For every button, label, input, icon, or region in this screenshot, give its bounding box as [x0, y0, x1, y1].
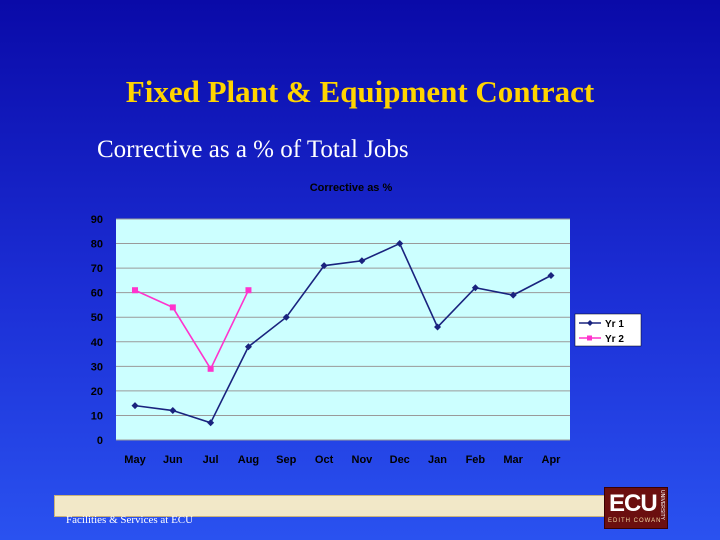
x-tick-label: Mar [503, 454, 523, 466]
x-axis-ticks: May Jun Jul Aug Sep Oct Nov Dec Jan Feb Mar Apr [124, 454, 561, 466]
x-tick-label: Oct [315, 454, 334, 466]
y-tick-label: 90 [91, 214, 103, 226]
legend-box [574, 313, 642, 347]
legend-marker [587, 320, 593, 326]
y-axis-ticks: 0 10 20 30 40 50 60 70 80 90 [91, 214, 103, 447]
slide-title: Fixed Plant & Equipment Contract [125, 74, 595, 109]
data-point [169, 304, 176, 311]
data-point [132, 287, 138, 294]
x-tick-label: May [124, 454, 146, 466]
ecu-logo: ECU EDITH COWAN UNIVERSITY [604, 487, 668, 529]
x-tick-label: Jan [428, 454, 447, 466]
y-tick-label: 30 [91, 361, 103, 373]
y-tick-label: 70 [91, 263, 103, 275]
plot-area [116, 219, 570, 440]
gridlines [116, 218, 570, 441]
data-point [244, 343, 252, 351]
slide-subtitle: Corrective as a % of Total Jobs [97, 136, 409, 163]
data-point [509, 291, 517, 299]
y-tick-label: 0 [97, 435, 103, 447]
x-tick-label: Feb [466, 454, 486, 466]
data-point [434, 323, 442, 331]
x-tick-label: Sep [276, 454, 296, 466]
data-point [207, 365, 214, 372]
y-tick-label: 80 [91, 239, 103, 251]
data-point [358, 257, 366, 265]
x-tick-label: Apr [542, 454, 562, 466]
series-line-1 [134, 242, 552, 424]
footer-text: Facilities & Services at ECU [66, 514, 194, 526]
logo-side-text: UNIVERSITY [659, 490, 665, 521]
legend-label: Yr 1 [605, 319, 624, 330]
data-point [245, 287, 252, 294]
chart-title: Corrective as % [310, 182, 393, 194]
data-point [320, 262, 328, 270]
x-tick-label: Aug [238, 454, 259, 466]
data-point [207, 419, 215, 427]
data-point [396, 240, 404, 248]
x-tick-label: Jul [203, 454, 219, 466]
logo-sub-text: EDITH COWAN [608, 518, 662, 524]
legend: Yr 1 Yr 2 [574, 313, 642, 347]
logo-main-text: ECU [609, 490, 658, 517]
data-point [282, 313, 290, 321]
data-point [169, 407, 177, 415]
x-tick-label: Nov [352, 454, 374, 466]
data-point [471, 284, 479, 292]
legend-marker [587, 335, 592, 341]
data-point [547, 271, 555, 279]
x-tick-label: Jun [163, 454, 183, 466]
data-point [131, 402, 139, 410]
y-tick-label: 40 [91, 337, 103, 349]
y-tick-label: 50 [91, 312, 103, 324]
x-tick-label: Dec [390, 454, 410, 466]
series-group [131, 240, 555, 427]
y-tick-label: 60 [91, 288, 103, 300]
y-tick-label: 10 [91, 410, 103, 422]
series-line-2 [134, 289, 250, 371]
legend-label: Yr 2 [605, 334, 624, 345]
y-tick-label: 20 [91, 386, 103, 398]
